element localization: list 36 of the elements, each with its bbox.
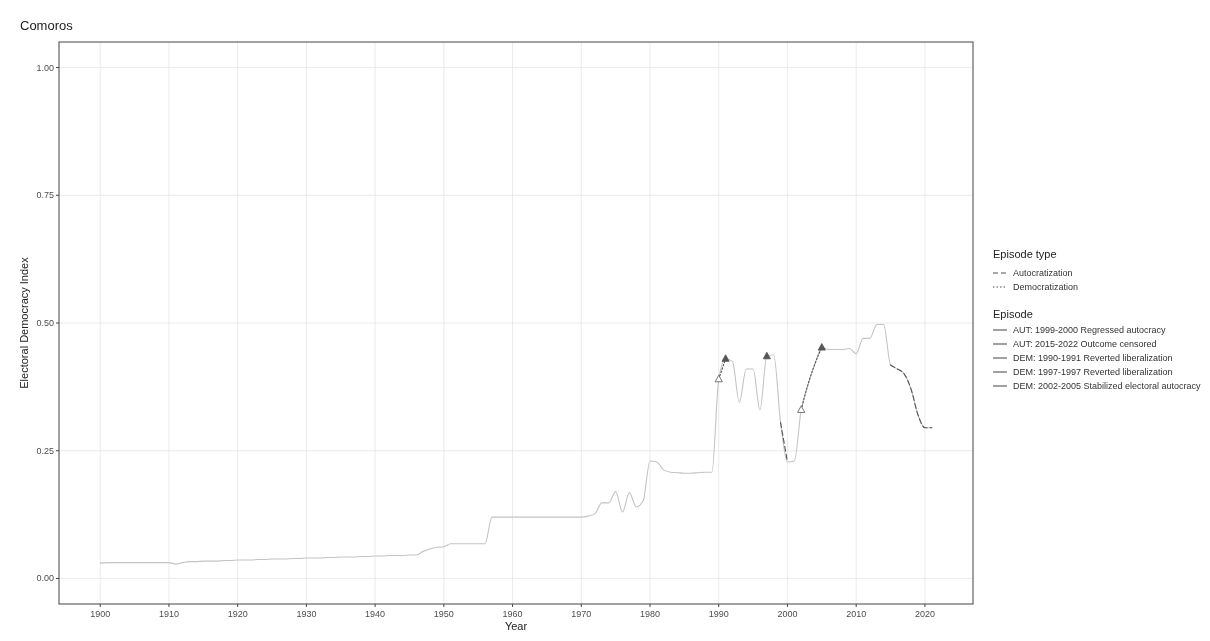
legend-label: Democratization bbox=[1013, 282, 1079, 292]
point bbox=[762, 351, 771, 360]
y-tick-label: 0.75 bbox=[36, 190, 54, 201]
x-tick-label: 1920 bbox=[227, 609, 248, 619]
point bbox=[721, 354, 730, 362]
text: Episode bbox=[993, 308, 1033, 320]
y-tick-label: 0.25 bbox=[36, 445, 54, 456]
x-tick-label: 2000 bbox=[777, 609, 798, 619]
x-tick-label: 1970 bbox=[571, 609, 592, 619]
x-tick-label: 1910 bbox=[158, 609, 179, 619]
text: AUT: 2015-2022 Outcome censored bbox=[1013, 339, 1157, 349]
legend-title: Episode type bbox=[993, 248, 1057, 260]
text: AUT: 1999-2000 Regressed autocracy bbox=[1013, 325, 1167, 335]
x-tick-label: 2010 bbox=[846, 609, 867, 619]
y-tick-label: 1.00 bbox=[36, 62, 54, 73]
text: DEM: 1997-1997 Reverted liberalization bbox=[1013, 367, 1173, 377]
x-tick-label: 1950 bbox=[433, 609, 454, 619]
y-tick-label: 0.50 bbox=[36, 318, 54, 328]
point bbox=[817, 343, 826, 351]
x-tick-label: 1990 bbox=[708, 609, 729, 619]
y-tick-label: 0.00 bbox=[36, 573, 54, 584]
x-tick-label: 1980 bbox=[639, 609, 661, 619]
chart-title: Comoros bbox=[20, 18, 74, 33]
text: DEM: 2002-2005 Stabilized electoral autocracy bbox=[1013, 381, 1202, 391]
point bbox=[797, 405, 806, 413]
x-tick-label: 2020 bbox=[914, 609, 935, 619]
x-axis-title: Year bbox=[504, 620, 528, 632]
point bbox=[714, 374, 723, 383]
x-tick-label: 1900 bbox=[90, 609, 111, 619]
x-tick-label: 1960 bbox=[502, 609, 523, 619]
y-axis-title: Electoral Democracy Index bbox=[18, 256, 30, 389]
line-series bbox=[99, 323, 933, 565]
x-tick-label: 1940 bbox=[365, 609, 386, 619]
text: DEM: 1990-1991 Reverted liberalization bbox=[1013, 353, 1173, 363]
x-tick-label: 1930 bbox=[296, 609, 317, 619]
legend-label: Autocratization bbox=[1013, 268, 1073, 278]
